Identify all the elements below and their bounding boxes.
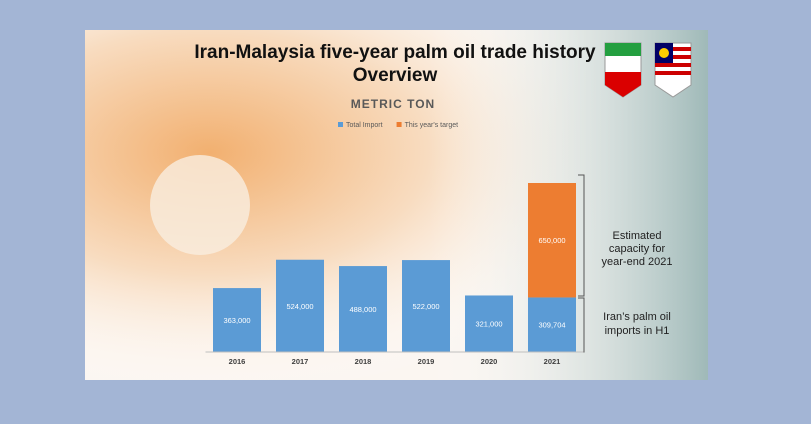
bar <box>276 259 324 352</box>
data-label: 524,000 <box>286 302 313 311</box>
annotation: Estimated <box>613 230 662 242</box>
data-label: 488,000 <box>349 305 376 314</box>
data-label: 363,000 <box>223 316 250 325</box>
legend-swatch <box>338 122 343 127</box>
chart-title: Iran-Malaysia five-year palm oil trade h… <box>194 42 596 63</box>
annotation: Iran’s palm oil <box>603 311 671 323</box>
chart-title: Overview <box>353 65 438 86</box>
flag-green <box>605 43 641 56</box>
x-tick-label: 2020 <box>481 357 498 366</box>
chart-subtitle: METRIC TON <box>351 97 435 111</box>
plot: Total Import This year's target 363,000 201… <box>205 122 673 366</box>
bar <box>465 295 513 352</box>
bracket <box>578 174 585 297</box>
x-tick-label: 2017 <box>292 357 309 366</box>
annotation: capacity for <box>609 243 666 255</box>
bar <box>402 260 450 352</box>
data-label: 650,000 <box>538 236 565 245</box>
x-tick-label: 2021 <box>544 357 561 366</box>
malaysia-flag <box>654 42 692 98</box>
bar <box>528 183 576 298</box>
data-label: 522,000 <box>412 302 439 311</box>
slide <box>85 30 708 380</box>
bar <box>528 297 576 352</box>
legend-swatch <box>396 122 402 127</box>
iran-flag <box>604 42 642 98</box>
fruit-slice <box>150 155 250 255</box>
bar <box>339 266 387 352</box>
data-label: 309,704 <box>538 321 565 330</box>
annotation: imports in H1 <box>605 325 670 337</box>
annotation: year-end 2021 <box>602 256 673 268</box>
flag-stripe <box>655 63 691 67</box>
legend-label: This year's target <box>405 122 459 129</box>
legend-label: Total Import <box>346 122 383 129</box>
data-label: 321,000 <box>475 320 502 329</box>
x-tick-label: 2016 <box>229 357 246 366</box>
flag-crescent <box>659 48 669 58</box>
flag-red <box>605 72 641 97</box>
bar <box>213 288 261 352</box>
x-tick-label: 2019 <box>418 357 435 366</box>
x-tick-label: 2018 <box>355 357 372 366</box>
flag-stripe <box>655 71 691 75</box>
